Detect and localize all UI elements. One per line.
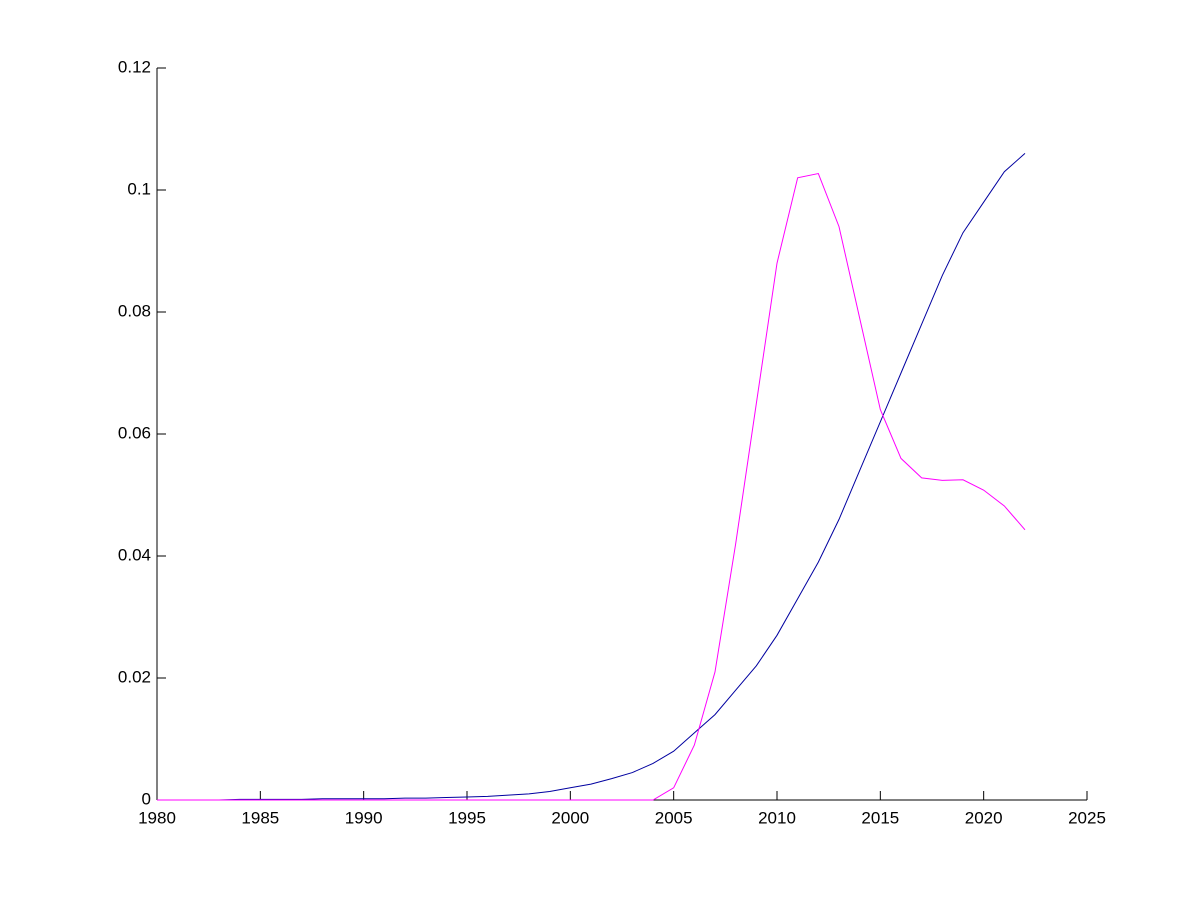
- x-tick-label: 1990: [345, 808, 383, 827]
- x-tick-label: 2005: [655, 808, 693, 827]
- y-tick-label: 0.12: [118, 57, 151, 76]
- series-line: [157, 172, 1026, 801]
- x-tick-label: 1995: [448, 808, 486, 827]
- y-tick-label: 0.08: [118, 301, 151, 320]
- series-line: [157, 153, 1026, 801]
- x-tick-label: 2015: [861, 808, 899, 827]
- y-tick-label: 0.02: [118, 667, 151, 686]
- y-tick-label: 0.06: [118, 423, 151, 442]
- x-tick-label: 1980: [138, 808, 176, 827]
- y-tick-label: 0: [142, 789, 151, 808]
- y-tick-label: 0.04: [118, 545, 151, 564]
- x-tick-label: 2025: [1068, 808, 1106, 827]
- x-tick-label: 2020: [965, 808, 1003, 827]
- y-tick-label: 0.1: [127, 179, 151, 198]
- x-tick-label: 2000: [551, 808, 589, 827]
- x-tick-label: 1985: [241, 808, 279, 827]
- x-tick-label: 2010: [758, 808, 796, 827]
